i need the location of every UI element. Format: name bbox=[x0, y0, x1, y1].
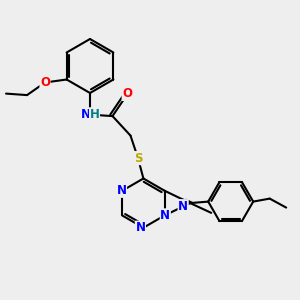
Text: N: N bbox=[178, 200, 188, 213]
Text: O: O bbox=[40, 76, 50, 89]
Text: O: O bbox=[122, 87, 132, 101]
Text: S: S bbox=[134, 152, 142, 165]
Text: N: N bbox=[160, 209, 170, 222]
Text: N: N bbox=[116, 184, 127, 197]
Text: N: N bbox=[135, 221, 146, 234]
Text: H: H bbox=[90, 108, 99, 121]
Text: N: N bbox=[81, 108, 91, 121]
